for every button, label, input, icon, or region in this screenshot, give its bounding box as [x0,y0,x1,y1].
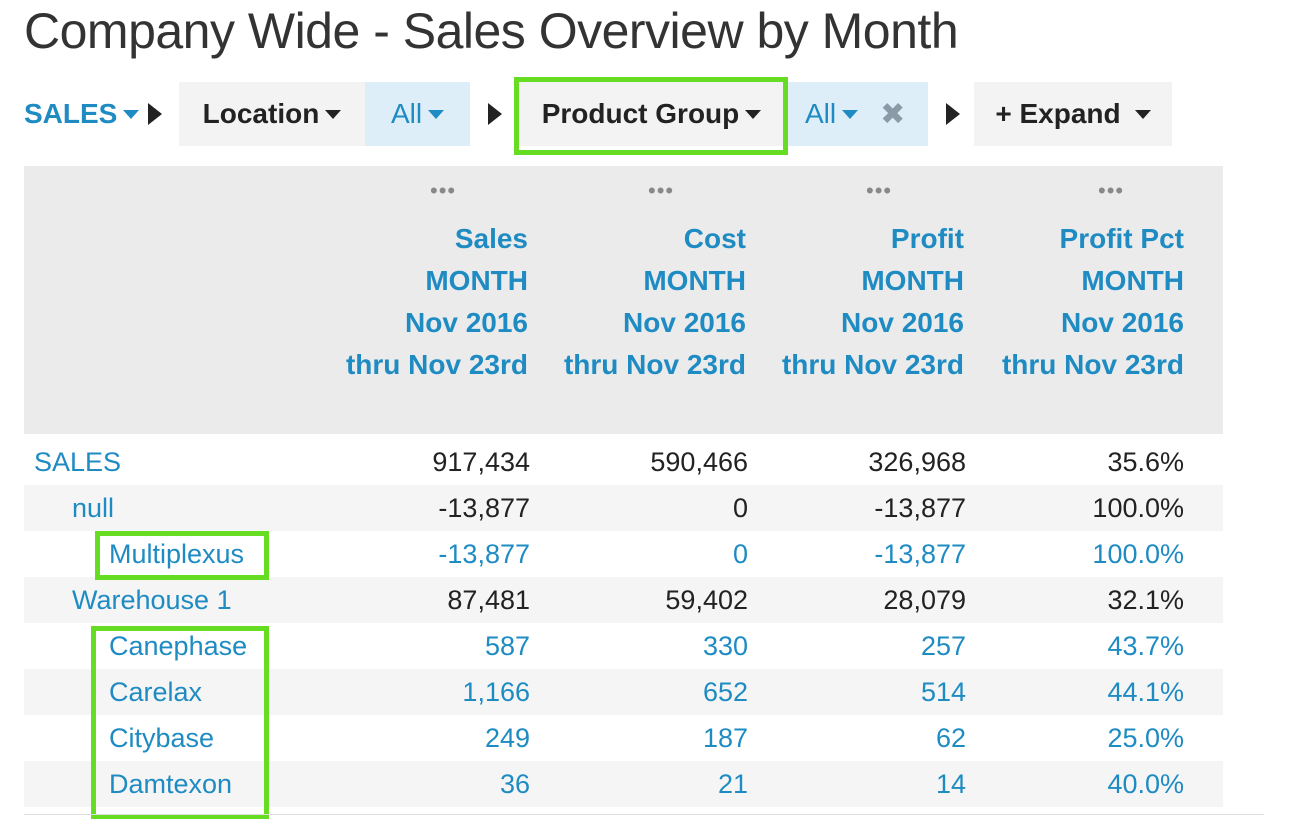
product-group-dropdown[interactable]: Product Group [518,82,785,146]
cell-profit-pct[interactable]: 100.0% [1092,539,1184,569]
page-title: Company Wide - Sales Overview by Month [24,3,959,59]
location-filter-dropdown[interactable]: All [365,82,470,146]
divider [24,814,1264,815]
column-menu-icon[interactable]: ••• [648,178,675,203]
cell-profit: -13,877 [874,493,966,523]
table-row: null -13,877 0 -13,877 100.0% [24,485,1223,531]
row-label[interactable]: Multiplexus [109,539,245,569]
cell-sales[interactable]: 587 [484,631,530,661]
cell-sales[interactable]: 1,166 [462,677,530,707]
cell-cost[interactable]: 330 [702,631,748,661]
cell-profit-pct[interactable]: 44.1% [1107,677,1184,707]
product-list-highlight [91,626,269,819]
table-row: Canephase 587 330 257 43.7% [24,623,1223,669]
location-dropdown-label: Location [202,98,320,129]
cell-profit: 28,079 [883,585,966,615]
cell-sales[interactable]: -13,877 [438,539,530,569]
product-group-filter-label: All [805,98,837,129]
row-label[interactable]: Citybase [109,723,215,753]
chevron-down-icon [1134,109,1151,119]
row-label[interactable]: SALES [34,447,122,477]
table-header: ••• ••• ••• ••• Sales MONTH Nov 2016 thr… [24,166,1223,434]
chevron-down-icon [123,109,140,119]
location-dropdown[interactable]: Location [179,82,365,146]
chevron-down-icon [745,109,762,119]
cell-cost: 0 [732,493,748,523]
cell-cost: 590,466 [650,447,748,477]
cell-sales: 917,434 [432,447,530,477]
product-group-filter-dropdown[interactable]: All ✖ [788,82,928,146]
chevron-down-icon [842,109,859,119]
column-menu-icon[interactable]: ••• [866,178,893,203]
remove-filter-icon[interactable]: ✖ [880,97,906,131]
location-filter-label: All [390,98,423,129]
cell-sales: -13,877 [438,493,530,523]
cell-profit[interactable]: -13,877 [874,539,966,569]
expand-label: + Expand [995,98,1121,129]
row-label[interactable]: Damtexon [109,769,233,799]
row-label[interactable]: Warehouse 1 [72,585,232,615]
multiplexus-highlight [95,531,269,580]
row-label[interactable]: null [72,493,115,523]
table-row: Damtexon 36 21 14 40.0% [24,761,1223,807]
cell-profit[interactable]: 14 [935,769,966,799]
breadcrumb-arrow-icon [488,82,502,146]
table-row: Carelax 1,166 652 514 44.1% [24,669,1223,715]
cell-profit-pct[interactable]: 43.7% [1107,631,1184,661]
cell-sales[interactable]: 249 [484,723,530,753]
column-header-cost[interactable]: Cost MONTH Nov 2016 thru Nov 23rd [563,223,746,380]
cell-profit-pct[interactable]: 40.0% [1107,769,1184,799]
cell-profit[interactable]: 514 [920,677,966,707]
cell-profit-pct[interactable]: 25.0% [1107,723,1184,753]
product-group-highlight [514,77,788,155]
cell-profit[interactable]: 62 [935,723,966,753]
cell-cost: 59,402 [665,585,748,615]
sales-dropdown-label: SALES [24,98,118,129]
cell-profit-pct: 100.0% [1092,493,1184,523]
breadcrumb-arrow-icon [148,82,162,146]
sales-dropdown[interactable]: SALES [24,82,140,146]
cell-cost[interactable]: 187 [702,723,748,753]
row-label[interactable]: Carelax [109,677,203,707]
cell-cost[interactable]: 652 [702,677,748,707]
chevron-down-icon [428,109,445,119]
cell-sales[interactable]: 36 [499,769,530,799]
table-row: Multiplexus -13,877 0 -13,877 100.0% [24,531,1223,577]
cell-cost[interactable]: 21 [717,769,748,799]
row-label[interactable]: Canephase [109,631,248,661]
cell-sales: 87,481 [447,585,530,615]
chevron-down-icon [325,109,342,119]
expand-dropdown[interactable]: + Expand [974,82,1172,146]
cell-profit: 326,968 [868,447,966,477]
breadcrumb-arrow-icon [946,82,960,146]
column-menu-icon[interactable]: ••• [1098,178,1125,203]
cell-profit-pct: 35.6% [1107,447,1184,477]
column-header-sales[interactable]: Sales MONTH Nov 2016 thru Nov 23rd [345,223,528,380]
table-row: Citybase 249 187 62 25.0% [24,715,1223,761]
cell-profit[interactable]: 257 [920,631,966,661]
table-row: Warehouse 1 87,481 59,402 28,079 32.1% [24,577,1223,623]
cell-cost[interactable]: 0 [732,539,748,569]
column-menu-icon[interactable]: ••• [430,178,457,203]
table-row: SALES 917,434 590,466 326,968 35.6% [24,439,1223,485]
cell-profit-pct: 32.1% [1107,585,1184,615]
column-header-profit[interactable]: Profit MONTH Nov 2016 thru Nov 23rd [781,223,964,380]
product-group-dropdown-label: Product Group [541,98,740,129]
column-header-profit-pct[interactable]: Profit Pct MONTH Nov 2016 thru Nov 23rd [1001,223,1184,380]
